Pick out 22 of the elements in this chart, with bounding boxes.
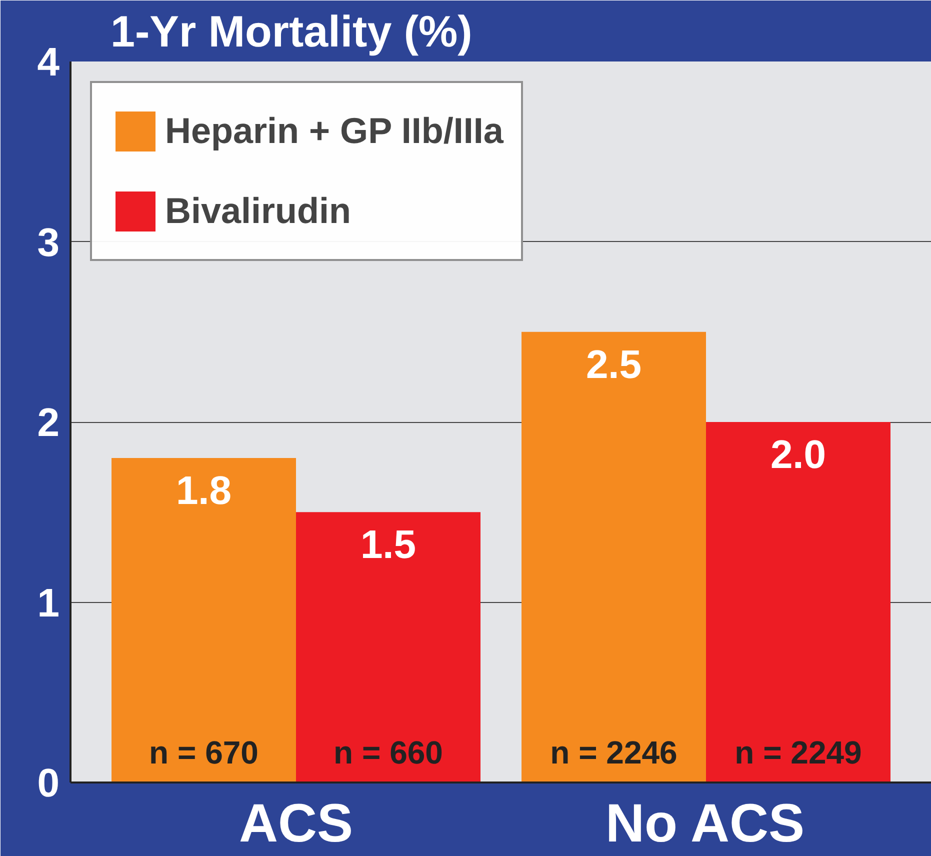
- bar: [706, 422, 890, 782]
- bar: [522, 332, 706, 782]
- chart-title: 1-Yr Mortality (%): [110, 8, 472, 56]
- annotation: n = 2249: [734, 734, 862, 770]
- y-tick-label: 1: [37, 581, 60, 626]
- y-tick-label: 0: [37, 762, 60, 806]
- x-tick-label: ACS: [238, 794, 354, 854]
- bar: [112, 458, 296, 782]
- legend-label: Heparin + GP IIb/IIIa: [165, 109, 504, 153]
- y-tick-label: 4: [37, 40, 60, 84]
- data-label: 1.8: [176, 469, 232, 514]
- data-label: 1.5: [360, 523, 416, 568]
- y-tick-label: 2: [37, 401, 60, 445]
- annotation: n = 660: [334, 734, 443, 770]
- annotation: n = 670: [149, 734, 258, 770]
- legend-label: Bivalirudin: [165, 189, 352, 233]
- annotation: n = 2246: [550, 734, 678, 770]
- x-tick-label: No ACS: [606, 794, 804, 854]
- y-tick-label: 3: [37, 220, 60, 265]
- bar: [296, 512, 480, 782]
- data-label: 2.0: [770, 433, 826, 477]
- data-label: 2.5: [586, 342, 642, 387]
